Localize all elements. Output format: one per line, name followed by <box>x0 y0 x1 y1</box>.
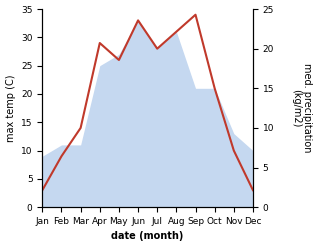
Y-axis label: max temp (C): max temp (C) <box>5 74 16 142</box>
X-axis label: date (month): date (month) <box>111 231 184 242</box>
Y-axis label: med. precipitation
(kg/m2): med. precipitation (kg/m2) <box>291 63 313 153</box>
